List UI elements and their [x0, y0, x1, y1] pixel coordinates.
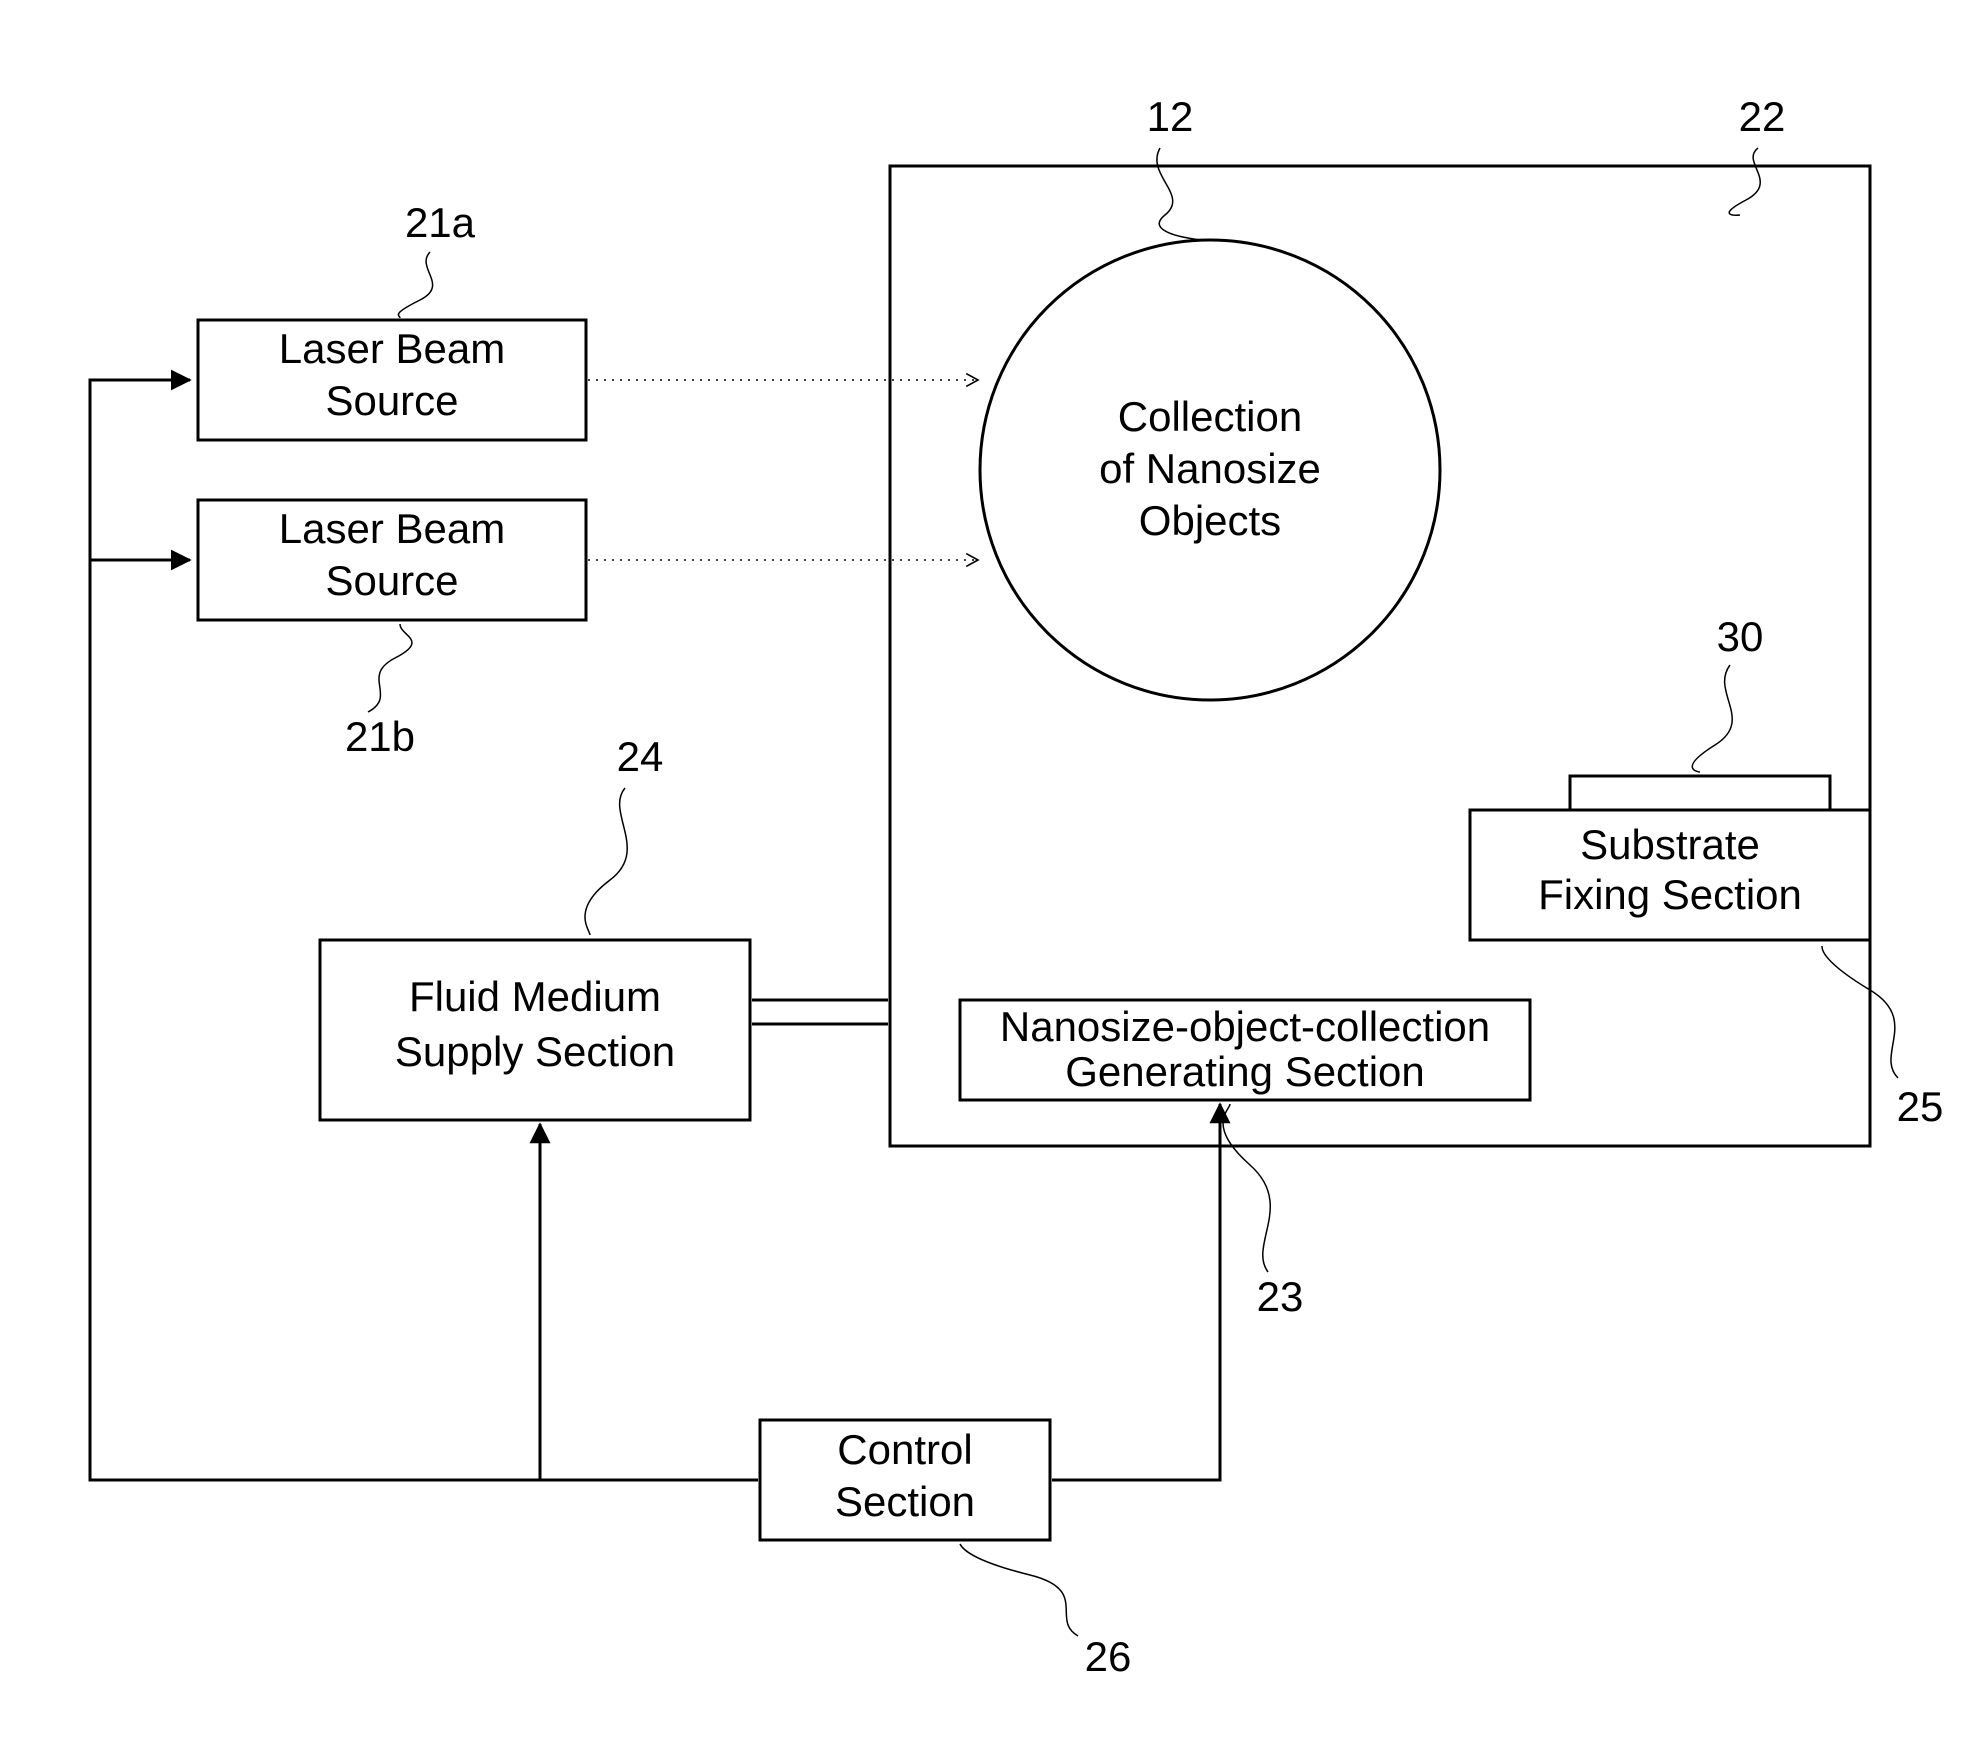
substrate-line2: Fixing Section: [1538, 871, 1802, 918]
ref-25: 25: [1897, 1083, 1944, 1130]
ctrl-to-nanogen: [1052, 1104, 1220, 1480]
laser-source-b: Laser Beam Source: [198, 500, 586, 620]
nanogen-line1: Nanosize-object-collection: [1000, 1003, 1490, 1050]
collection-line3: Objects: [1139, 497, 1281, 544]
leader-24: [585, 788, 627, 935]
leader-26: [960, 1544, 1078, 1636]
substrate-line1: Substrate: [1580, 821, 1760, 868]
control-line1: Control: [837, 1426, 972, 1473]
nanosize-gen-box: Nanosize-object-collection Generating Se…: [960, 1000, 1530, 1100]
laser-a-line1: Laser Beam: [279, 325, 505, 372]
substrate-fixing-box: Substrate Fixing Section: [1470, 810, 1870, 940]
ref-21a: 21a: [405, 199, 476, 246]
control-box: Control Section: [760, 1420, 1050, 1540]
ref-26: 26: [1085, 1633, 1132, 1680]
leader-21a: [398, 252, 432, 318]
nanogen-line2: Generating Section: [1065, 1048, 1425, 1095]
fluid-line1: Fluid Medium: [409, 973, 661, 1020]
leader-21b: [368, 624, 412, 712]
collection-line2: of Nanosize: [1099, 445, 1321, 492]
laser-source-a: Laser Beam Source: [198, 320, 586, 440]
laser-b-line2: Source: [325, 557, 458, 604]
laser-a-line2: Source: [325, 377, 458, 424]
collection-circle: Collection of Nanosize Objects: [980, 240, 1440, 700]
ref-30: 30: [1717, 613, 1764, 660]
collection-line1: Collection: [1118, 393, 1302, 440]
laser-b-line1: Laser Beam: [279, 505, 505, 552]
control-line2: Section: [835, 1478, 975, 1525]
ref-23: 23: [1257, 1273, 1304, 1320]
fluid-medium-box: Fluid Medium Supply Section: [320, 940, 750, 1120]
ref-12: 12: [1147, 93, 1194, 140]
ref-22: 22: [1739, 93, 1786, 140]
sample-rect: [1570, 776, 1830, 811]
fluid-line2: Supply Section: [395, 1028, 675, 1075]
ref-21b: 21b: [345, 713, 415, 760]
ref-24: 24: [617, 733, 664, 780]
